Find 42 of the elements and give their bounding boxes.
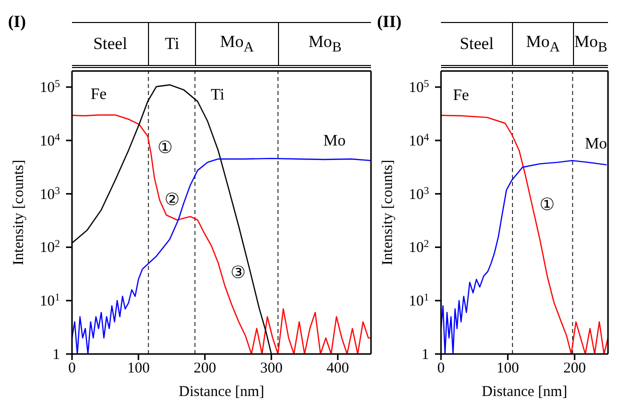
text: Mo$_{B}$ <box>574 32 608 56</box>
chart-title: (I) <box>8 12 26 31</box>
series-label: Mo <box>323 132 346 150</box>
annotation: ① <box>157 138 172 157</box>
x-tick-label: 0 <box>68 360 76 377</box>
x-tick-label: 200 <box>194 360 216 377</box>
annotation: ② <box>164 190 180 209</box>
y-axis-title: Intensity [counts] <box>380 160 396 266</box>
text: Ti <box>164 34 180 54</box>
text: Mo$_{B}$ <box>308 32 342 56</box>
y-tick-label: 10$^{1}$ <box>408 292 429 310</box>
text: Mo$_{A}$ <box>220 32 254 56</box>
x-tick-label: 200 <box>563 360 586 377</box>
y-tick-label: 10$^{1}$ <box>40 292 60 310</box>
y-tick-label: 10$^{2}$ <box>40 238 60 256</box>
x-tick-label: 0 <box>437 360 445 377</box>
x-tick-label: 100 <box>127 360 150 377</box>
text: Mo$_{A}$ <box>526 32 560 56</box>
x-axis-title: Distance [nm] <box>482 384 568 400</box>
annotation: ① <box>540 194 555 214</box>
y-tick-label: 10$^{5}$ <box>408 78 429 96</box>
series-label: Mo <box>584 135 608 152</box>
x-tick-label: 400 <box>326 360 350 377</box>
series-label: Fe <box>452 86 469 104</box>
x-axis-title: Distance [nm] <box>178 384 264 400</box>
y-tick-label: 10$^{4}$ <box>408 132 430 150</box>
series-label: Ti <box>210 86 225 104</box>
y-tick-label: 1 <box>52 347 60 363</box>
y-axis-title: Intensity [counts] <box>12 160 28 266</box>
text: Steel <box>93 34 128 54</box>
y-tick-label: 1 <box>421 347 429 363</box>
series-label: Fe <box>90 86 107 103</box>
y-tick-label: 10$^{4}$ <box>40 132 61 150</box>
y-tick-label: 10$^{3}$ <box>40 185 60 203</box>
text: Steel <box>460 34 494 54</box>
chart-title: (II) <box>376 12 402 31</box>
y-tick-label: 10$^{5}$ <box>40 78 60 96</box>
x-tick-label: 300 <box>260 360 283 377</box>
y-tick-label: 10$^{3}$ <box>408 185 429 203</box>
y-tick-label: 10$^{2}$ <box>408 238 429 256</box>
x-tick-label: 100 <box>496 360 520 377</box>
annotation: ③ <box>230 263 246 282</box>
